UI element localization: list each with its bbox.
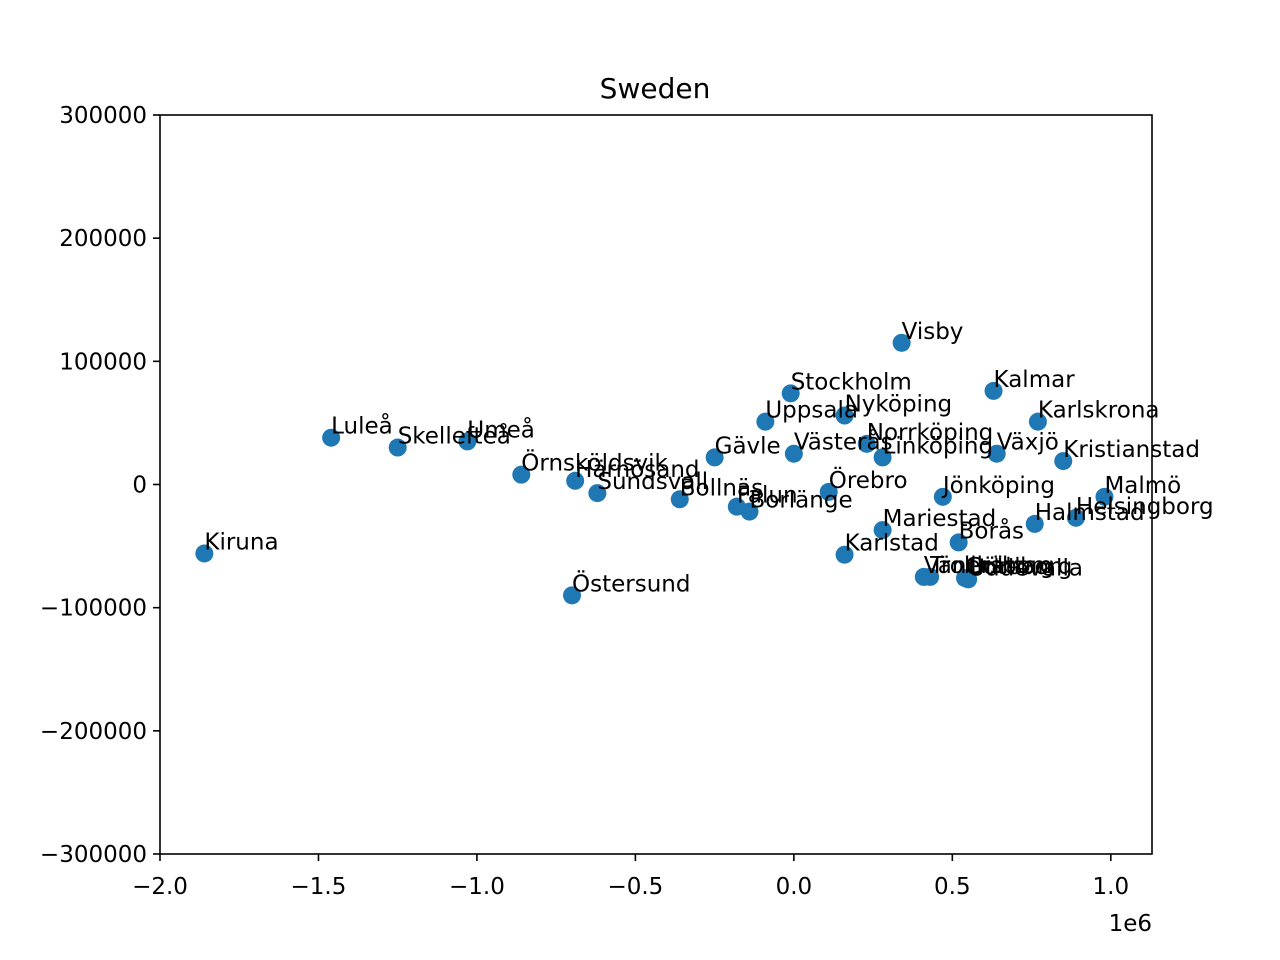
y-tick-label: −200000 (40, 719, 147, 745)
data-label: Halmstad (1035, 500, 1145, 526)
data-point (670, 490, 689, 509)
data-point (322, 428, 341, 447)
x-tick-label: 0.0 (776, 874, 813, 900)
data-label: Borås (959, 516, 1024, 544)
data-label: Göteborg (965, 554, 1072, 580)
data-point (873, 521, 892, 540)
data-label: Nyköping (845, 392, 953, 418)
y-tick-label: −300000 (40, 842, 147, 868)
data-point (987, 444, 1006, 463)
axis-ticks: −2.0 −1.5 −1.0 −0.5 0.0 0.5 1.0 −300000 −200000 −… (40, 103, 1129, 900)
data-point (588, 484, 607, 503)
y-tick-label: 200000 (59, 226, 147, 252)
data-label: Helsingborg (1076, 494, 1214, 520)
data-label: Karlstad (845, 531, 939, 557)
data-point (835, 406, 854, 425)
data-point (1054, 452, 1073, 471)
data-point (705, 448, 724, 467)
data-point (458, 432, 477, 451)
data-label: Örebro (829, 466, 908, 494)
x-axis-offset-label: 1e6 (1109, 911, 1152, 937)
data-label: Uddevalla (968, 555, 1083, 581)
data-label: Kristianstad (1063, 437, 1200, 463)
data-label: Norrköping (867, 420, 994, 446)
data-label: Jönköping (941, 473, 1055, 499)
y-tick-label: 300000 (59, 103, 147, 129)
data-label: Trollhättan (929, 553, 1052, 579)
data-label: Gävle (715, 433, 781, 459)
data-label: Härnösand (575, 457, 699, 483)
x-tick-label: −2.0 (132, 874, 188, 900)
data-point (857, 434, 876, 453)
data-label: Östersund (572, 569, 690, 597)
data-label: Luleå (331, 412, 393, 440)
x-tick-label: −1.5 (291, 874, 347, 900)
data-point (784, 444, 803, 463)
data-label: Borlänge (749, 488, 852, 514)
x-tick-label: −1.0 (449, 874, 505, 900)
data-label: Mariestad (883, 506, 997, 532)
data-points (195, 333, 1114, 605)
data-point (959, 570, 978, 589)
data-point (819, 482, 838, 501)
data-point (873, 448, 892, 467)
data-label: Växjö (997, 430, 1059, 456)
data-point (984, 381, 1003, 400)
data-point (512, 465, 531, 484)
data-label: Stockholm (791, 369, 912, 395)
data-point (892, 333, 911, 352)
data-label: Kalmar (994, 367, 1076, 393)
data-label: Skellefteå (398, 422, 511, 450)
data-point (835, 545, 854, 564)
data-point (921, 567, 940, 586)
data-label: Örnsköldsvik (521, 449, 668, 477)
data-point (740, 502, 759, 521)
data-label: Uppsala (765, 398, 858, 424)
data-point (781, 384, 800, 403)
data-point (1028, 412, 1047, 431)
data-label: Vänersborg (924, 553, 1055, 579)
data-point (949, 533, 968, 552)
data-label: Bollnäs (680, 475, 763, 501)
data-point (756, 412, 775, 431)
data-label: Linköping (883, 433, 994, 459)
data-point (563, 586, 582, 605)
data-label: Umeå (467, 415, 534, 443)
data-point (195, 544, 214, 563)
data-label: Sundsvall (597, 469, 708, 495)
y-tick-label: 100000 (59, 349, 147, 375)
y-tick-label: 0 (132, 473, 147, 499)
x-tick-label: 0.5 (934, 874, 971, 900)
data-label: Karlskrona (1038, 398, 1160, 424)
data-label: Visby (902, 319, 964, 345)
data-label: Kiruna (204, 529, 278, 555)
x-tick-label: 1.0 (1093, 874, 1130, 900)
data-point (1095, 487, 1114, 506)
chart-title: Sweden (600, 72, 711, 105)
data-point (1025, 514, 1044, 533)
data-point (933, 487, 952, 506)
data-point (388, 438, 407, 457)
x-tick-label: −0.5 (607, 874, 663, 900)
data-label: Malmö (1104, 473, 1181, 499)
plot-frame (159, 114, 1153, 855)
data-point (1066, 508, 1085, 527)
data-point (566, 471, 585, 490)
y-tick-label: −100000 (40, 596, 147, 622)
data-label: Västerås (794, 428, 893, 456)
data-label: Falun (737, 483, 798, 509)
